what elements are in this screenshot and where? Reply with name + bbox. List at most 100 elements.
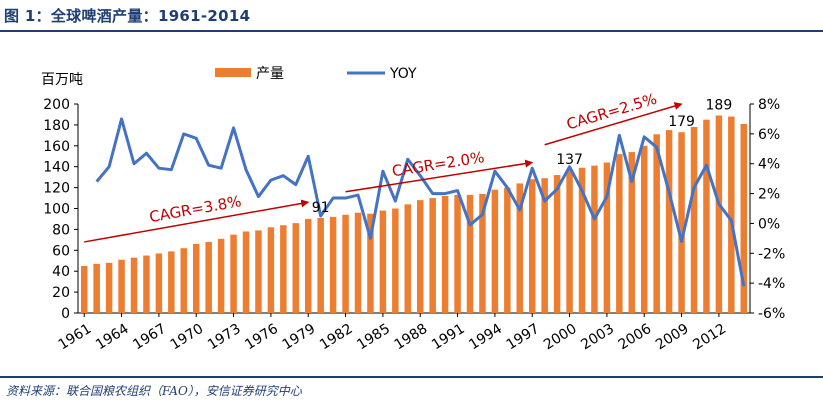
production-bar: [205, 241, 212, 313]
source-note: 资料来源：联合国粮农组织（FAO），安信证券研究中心: [6, 384, 302, 398]
production-bar: [192, 244, 200, 313]
title-divider: [0, 30, 823, 32]
x-tick-label: 1979: [280, 321, 319, 353]
production-bar: [603, 162, 611, 313]
production-bar: [130, 257, 138, 313]
x-tick-label: 1967: [130, 321, 169, 353]
production-bar: [80, 265, 88, 313]
production-bar: [118, 259, 125, 313]
left-tick-label: 200: [43, 97, 70, 113]
legend-label-production: 产量: [256, 66, 284, 82]
production-bar: [292, 223, 300, 313]
production-bar: [379, 210, 387, 313]
cagr-label: CAGR=2.5%: [564, 90, 658, 134]
production-bar: [304, 218, 312, 313]
cagr-arrow: [345, 159, 534, 193]
production-bar: [528, 179, 536, 313]
x-tick-label: 1985: [354, 321, 393, 353]
production-bar: [105, 262, 113, 313]
cagr-label: CAGR=3.8%: [148, 192, 243, 226]
left-axis-unit: 百万吨: [41, 72, 83, 88]
x-tick-label: 1973: [205, 321, 244, 353]
production-bar: [504, 187, 511, 313]
production-bar: [93, 263, 100, 313]
x-tick-label: 1961: [56, 321, 95, 353]
production-bar: [616, 154, 623, 313]
x-tick-label: 1976: [242, 321, 281, 353]
production-bar: [715, 115, 723, 314]
left-tick-label: 180: [43, 118, 70, 134]
production-bar: [566, 169, 573, 313]
left-tick-label: 0: [61, 306, 70, 322]
production-bar: [516, 183, 524, 313]
production-bar: [242, 231, 250, 313]
left-tick-label: 160: [43, 139, 70, 155]
x-tick-label: 1991: [429, 321, 468, 353]
left-tick-label: 140: [43, 160, 70, 176]
left-tick-label: 40: [52, 264, 70, 280]
production-bar: [404, 204, 412, 313]
production-bar: [255, 230, 262, 313]
right-tick-label: 8%: [758, 97, 780, 113]
production-bar: [280, 225, 287, 313]
bar-value-label: 137: [556, 152, 583, 168]
right-tick-label: 4%: [758, 157, 780, 173]
production-bar: [591, 165, 598, 313]
production-bar: [665, 130, 673, 313]
production-bar: [466, 194, 474, 313]
production-bar: [317, 217, 324, 313]
bar-value-label: 179: [668, 114, 695, 130]
left-tick-label: 100: [43, 202, 70, 218]
page-title: 图 1：全球啤酒产量：1961-2014: [4, 7, 251, 25]
x-tick-label: 1964: [93, 321, 132, 353]
cagr-arrow: [544, 102, 683, 146]
production-bar: [653, 134, 660, 313]
production-bar: [441, 195, 449, 313]
x-tick-label: 1997: [504, 321, 543, 353]
x-tick-label: 2006: [616, 321, 655, 353]
x-tick-label: 1994: [466, 321, 505, 353]
x-tick-label: 2000: [541, 321, 580, 353]
production-bar: [267, 227, 275, 313]
production-bar: [143, 255, 150, 313]
production-bar: [454, 194, 461, 313]
production-bar: [354, 212, 362, 313]
x-tick-label: 2012: [690, 321, 729, 353]
x-tick-label: 2003: [578, 321, 617, 353]
production-bar: [168, 251, 175, 313]
production-bar: [678, 132, 685, 313]
production-bar: [342, 214, 349, 313]
production-bar: [217, 238, 225, 313]
production-bar: [329, 216, 337, 313]
right-tick-label: -6%: [758, 306, 785, 322]
production-bar: [703, 119, 710, 313]
right-tick-label: -4%: [758, 276, 785, 292]
beer-production-chart: 0 20 40 60 80 100 120 140 160 180 200 -6% -4% -2% 0% 2%…: [41, 66, 785, 353]
bar-value-label: 189: [706, 97, 733, 113]
production-bar: [429, 198, 436, 313]
x-tick-label: 1982: [317, 321, 356, 353]
right-tick-label: 6%: [758, 127, 780, 143]
production-bar: [728, 116, 735, 313]
cagr-arrow: [84, 199, 310, 243]
left-tick-label: 120: [43, 181, 70, 197]
production-bar: [392, 208, 399, 313]
production-bar: [740, 123, 748, 313]
production-bar: [230, 234, 237, 313]
x-tick-label: 2009: [653, 321, 692, 353]
cagr-label: CAGR=2.0%: [391, 148, 486, 180]
legend-label-yoy: YOY: [389, 66, 417, 82]
right-tick-label: -2%: [758, 246, 785, 262]
left-tick-label: 80: [52, 222, 70, 238]
left-tick-label: 20: [52, 285, 70, 301]
right-tick-label: 0%: [758, 216, 780, 232]
production-bar: [155, 253, 163, 313]
production-bar: [367, 213, 374, 313]
production-bar: [491, 189, 499, 313]
x-tick-label: 1970: [168, 321, 207, 353]
footer-divider: [0, 376, 823, 378]
production-bar: [416, 200, 424, 313]
bar-value-label: 91: [312, 200, 330, 216]
left-tick-label: 60: [52, 243, 70, 259]
production-bar: [578, 167, 586, 313]
